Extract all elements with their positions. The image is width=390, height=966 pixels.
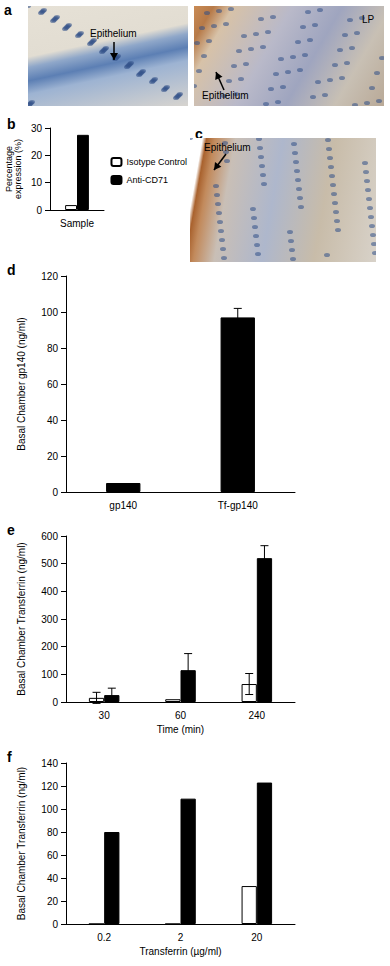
svg-text:60: 60 [47,850,59,861]
svg-text:e: e [7,522,15,538]
svg-text:120: 120 [41,271,58,282]
svg-text:0: 0 [36,205,42,216]
html-text:Epithelium: Epithelium [202,90,249,101]
svg-text:20: 20 [47,451,59,462]
html-text:a: a [4,2,12,18]
svg-text:Anti-CD71: Anti-CD71 [126,175,168,185]
svg-text:Transferrin (µg/ml): Transferrin (µg/ml) [139,946,221,957]
svg-text:gp140: gp140 [109,500,137,511]
svg-text:d: d [7,262,16,278]
svg-text:80: 80 [47,827,59,838]
svg-text:0: 0 [52,487,58,498]
html-text:Epithelium: Epithelium [204,142,251,153]
svg-text:30: 30 [99,710,111,721]
svg-text:0: 0 [52,919,58,930]
svg-text:10: 10 [31,177,43,188]
svg-text:Basal Chamber Transferrin (ng/: Basal Chamber Transferrin (ng/ml) [16,767,27,920]
svg-text:Basal Chamber Transferrin (ng/: Basal Chamber Transferrin (ng/ml) [16,542,27,695]
svg-text:100: 100 [41,804,58,815]
svg-text:40: 40 [47,415,59,426]
svg-text:b: b [7,116,16,132]
svg-text:140: 140 [41,758,58,769]
svg-text:100: 100 [41,307,58,318]
svg-text:40: 40 [47,873,59,884]
svg-text:100: 100 [41,669,58,680]
svg-text:240: 240 [248,710,265,721]
svg-text:0.2: 0.2 [97,932,111,943]
svg-text:f: f [7,749,12,765]
svg-text:20: 20 [251,932,263,943]
svg-text:Tf-gp140: Tf-gp140 [218,500,258,511]
svg-text:2: 2 [178,932,184,943]
svg-text:600: 600 [41,531,58,542]
svg-text:120: 120 [41,781,58,792]
svg-text:60: 60 [175,710,187,721]
svg-text:Time (min): Time (min) [157,724,204,735]
svg-text:expression (%): expression (%) [13,139,23,199]
html-text:LP: LP [362,14,375,25]
svg-text:400: 400 [41,586,58,597]
svg-text:Basal Chamber gp140 (ng/ml): Basal Chamber gp140 (ng/ml) [16,317,27,450]
svg-text:200: 200 [41,641,58,652]
svg-text:300: 300 [41,614,58,625]
svg-text:80: 80 [47,343,59,354]
svg-text:60: 60 [47,379,59,390]
svg-text:Sample: Sample [60,218,94,229]
svg-text:0: 0 [52,697,58,708]
svg-text:30: 30 [31,123,43,134]
html-text:c: c [195,126,203,142]
svg-text:20: 20 [31,150,43,161]
svg-text:20: 20 [47,896,59,907]
html-text:Epithelium: Epithelium [90,28,137,39]
svg-text:500: 500 [41,558,58,569]
svg-text:Isotype Control: Isotype Control [126,157,187,167]
svg-text:Percentage: Percentage [3,146,14,192]
